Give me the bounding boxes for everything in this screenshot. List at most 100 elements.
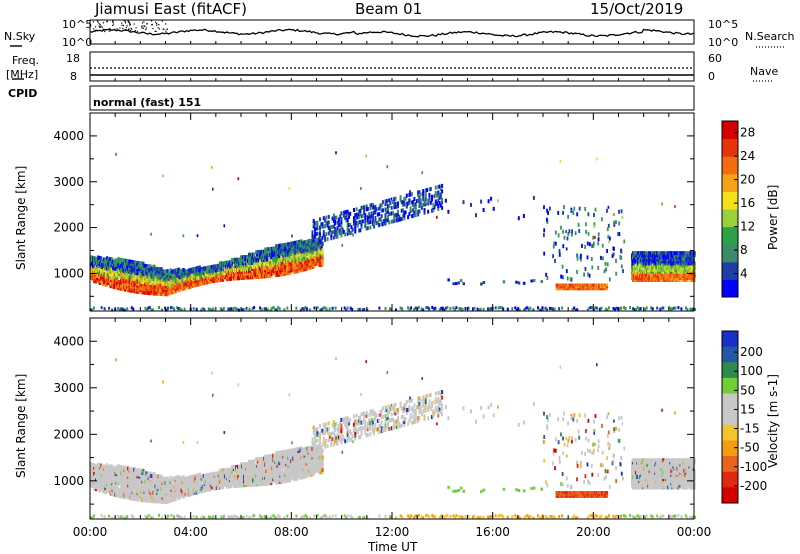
velocity-cell bbox=[289, 478, 292, 483]
velocity-cell bbox=[127, 485, 130, 490]
velocity-cell bbox=[175, 494, 178, 499]
velocity-cell bbox=[403, 403, 406, 408]
velocity-cell bbox=[185, 476, 188, 481]
power-cell bbox=[348, 214, 350, 219]
power-cell bbox=[368, 212, 371, 217]
velocity-cell bbox=[346, 432, 349, 437]
velocity-cell bbox=[163, 491, 166, 496]
velocity-cell bbox=[345, 419, 348, 424]
nsky-tick-top-left: 10^5 bbox=[62, 18, 93, 31]
power-cell bbox=[330, 236, 333, 241]
velocity-cell bbox=[253, 470, 256, 474]
velocity-cell bbox=[385, 424, 388, 429]
velocity-cell bbox=[165, 500, 168, 504]
velocity-cell bbox=[393, 425, 396, 430]
velocity-cell bbox=[383, 428, 386, 433]
velocity-cell bbox=[320, 451, 323, 456]
nsearch-dot bbox=[93, 28, 95, 30]
velocity-cell bbox=[403, 422, 406, 427]
velocity-cell bbox=[147, 473, 150, 478]
velocity-cell bbox=[167, 499, 170, 504]
velocity-cell bbox=[111, 464, 114, 469]
power-cell bbox=[127, 273, 130, 278]
power-cell bbox=[370, 211, 373, 216]
nsearch-dot bbox=[129, 24, 131, 26]
power-cell bbox=[408, 192, 411, 197]
velocity-cell bbox=[348, 418, 350, 423]
velocity-cell bbox=[408, 418, 411, 423]
power-cell bbox=[381, 222, 384, 227]
velocity-cell bbox=[349, 437, 352, 442]
nsearch-dot bbox=[109, 30, 111, 32]
velocity-cell bbox=[136, 474, 139, 479]
velocity-cell bbox=[312, 425, 315, 430]
power-cell bbox=[102, 265, 105, 270]
velocity-cell bbox=[106, 463, 109, 468]
power-cell bbox=[397, 209, 399, 214]
velocity-cell bbox=[366, 427, 369, 432]
nsearch-dot bbox=[101, 26, 104, 28]
power-cell bbox=[408, 201, 411, 206]
power-cell bbox=[128, 276, 131, 280]
velocity-cell bbox=[358, 435, 360, 440]
velocity-cell bbox=[90, 481, 93, 486]
velocity-cell bbox=[296, 472, 299, 477]
velocity-cell bbox=[349, 429, 352, 434]
power-cell bbox=[311, 233, 314, 238]
power-cell bbox=[384, 207, 387, 212]
power-cell bbox=[405, 201, 408, 206]
nsearch-dot bbox=[129, 29, 132, 32]
velocity-cell bbox=[145, 471, 148, 476]
power-cell bbox=[317, 236, 320, 241]
velocity-cell bbox=[358, 418, 360, 423]
velocity-cell bbox=[153, 482, 156, 487]
velocity-cell bbox=[305, 455, 308, 460]
velocity-cell bbox=[312, 428, 315, 433]
velocity-cell bbox=[412, 409, 415, 414]
velocity-cell bbox=[348, 421, 350, 426]
power-cell bbox=[380, 222, 383, 227]
date-title: 15/Oct/2019 bbox=[590, 0, 684, 18]
nsearch-dot bbox=[134, 30, 136, 32]
nsearch-dot bbox=[96, 30, 98, 32]
power-cell bbox=[385, 218, 388, 223]
velocity-cell bbox=[413, 411, 416, 416]
velocity-cell bbox=[331, 431, 334, 436]
power-cell bbox=[314, 229, 316, 234]
power-cell bbox=[127, 288, 130, 293]
power-cell bbox=[151, 281, 154, 286]
power-cell bbox=[361, 219, 364, 224]
velocity-cell bbox=[355, 413, 358, 418]
power-cell bbox=[397, 218, 399, 222]
velocity-cell bbox=[160, 474, 163, 479]
power-cell bbox=[320, 244, 323, 249]
power-cell bbox=[118, 280, 121, 284]
power-cell bbox=[388, 212, 391, 217]
velocity-cell bbox=[335, 422, 338, 427]
velocity-cell bbox=[319, 423, 321, 428]
velocity-cell bbox=[303, 453, 306, 458]
power-cell bbox=[316, 261, 319, 266]
velocity-cell bbox=[364, 430, 367, 435]
power-cell bbox=[322, 230, 325, 234]
velocity-cell bbox=[369, 412, 372, 417]
velocity-cell bbox=[321, 463, 324, 468]
velocity-cell bbox=[142, 468, 145, 473]
velocity-cell bbox=[302, 460, 305, 465]
power-cell bbox=[178, 287, 181, 292]
power-cell bbox=[109, 273, 112, 278]
power-cell bbox=[321, 260, 324, 265]
velocity-cell bbox=[332, 420, 335, 424]
velocity-cell bbox=[278, 461, 281, 466]
power-cell bbox=[312, 235, 315, 240]
power-cell bbox=[284, 263, 287, 268]
power-cell bbox=[296, 269, 299, 274]
velocity-cell bbox=[135, 468, 138, 472]
velocity-cell bbox=[168, 494, 171, 499]
velocity-cell bbox=[290, 463, 293, 468]
power-cell bbox=[275, 258, 278, 263]
power-cell bbox=[389, 211, 392, 216]
power-cell bbox=[369, 220, 372, 224]
velocity-cell bbox=[282, 458, 285, 463]
velocity-cell bbox=[388, 404, 391, 409]
